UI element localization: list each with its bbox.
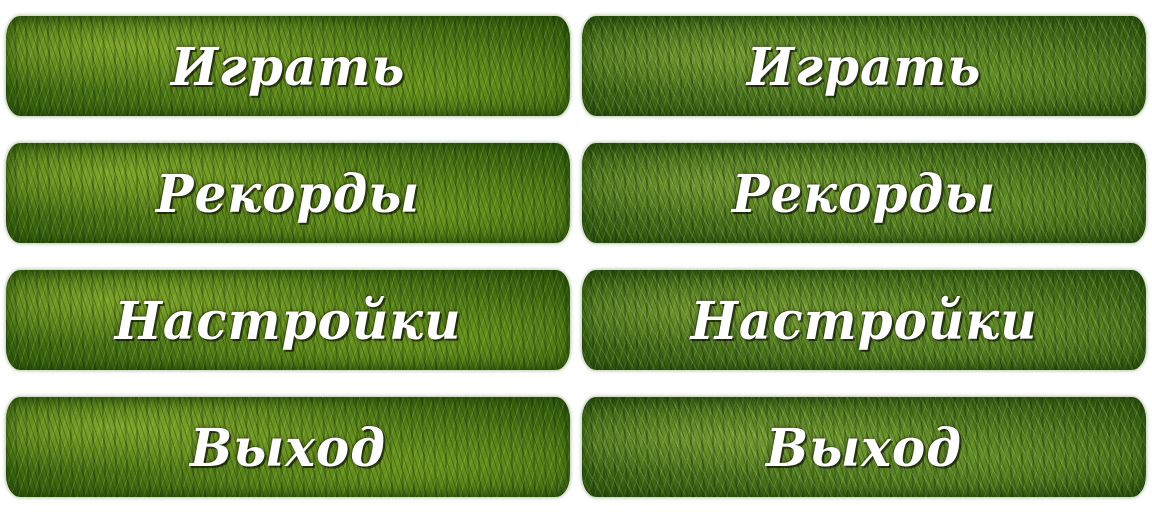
menu-normal-state: Играть Рекорды Настройки Выход <box>0 0 576 512</box>
records-button-hover-label: Рекорды <box>731 162 997 224</box>
exit-button-hover-label: Выход <box>765 416 963 478</box>
settings-button[interactable]: Настройки <box>6 270 570 370</box>
settings-button-hover[interactable]: Настройки <box>582 270 1146 370</box>
settings-button-hover-label: Настройки <box>690 289 1038 351</box>
exit-button-hover[interactable]: Выход <box>582 397 1146 497</box>
exit-button-label: Выход <box>189 416 387 478</box>
play-button-hover[interactable]: Играть <box>582 16 1146 116</box>
exit-button[interactable]: Выход <box>6 397 570 497</box>
records-button-hover[interactable]: Рекорды <box>582 143 1146 243</box>
records-button[interactable]: Рекорды <box>6 143 570 243</box>
play-button[interactable]: Играть <box>6 16 570 116</box>
play-button-label: Играть <box>170 35 406 97</box>
settings-button-label: Настройки <box>114 289 462 351</box>
records-button-label: Рекорды <box>155 162 421 224</box>
menu-hover-state: Играть Рекорды Настройки Выход <box>576 0 1152 512</box>
play-button-hover-label: Играть <box>746 35 982 97</box>
